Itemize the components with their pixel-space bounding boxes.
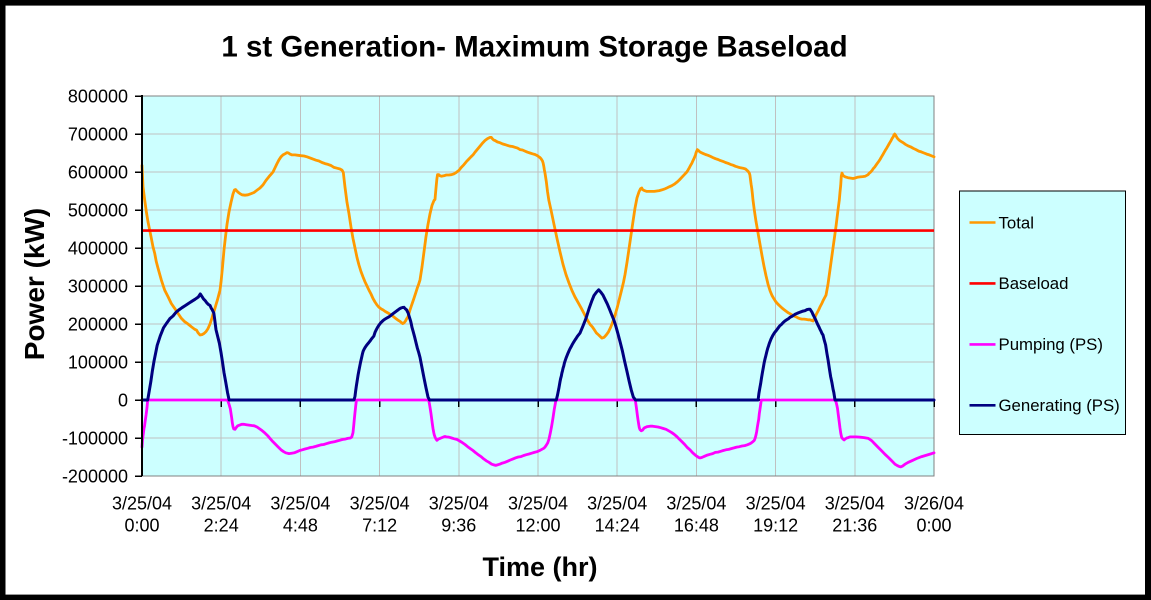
svg-text:12:00: 12:00 xyxy=(515,516,560,536)
svg-text:3/25/04: 3/25/04 xyxy=(825,494,885,514)
svg-text:3/25/04: 3/25/04 xyxy=(587,494,647,514)
svg-text:9:36: 9:36 xyxy=(441,516,476,536)
svg-text:300000: 300000 xyxy=(68,277,128,297)
svg-text:Power (kW): Power (kW) xyxy=(19,208,50,360)
svg-text:3/25/04: 3/25/04 xyxy=(508,494,568,514)
svg-text:Time (hr): Time (hr) xyxy=(482,552,597,582)
svg-text:100000: 100000 xyxy=(68,353,128,373)
svg-text:400000: 400000 xyxy=(68,239,128,259)
svg-text:16:48: 16:48 xyxy=(674,516,719,536)
svg-text:3/25/04: 3/25/04 xyxy=(112,494,172,514)
svg-text:3/25/04: 3/25/04 xyxy=(191,494,251,514)
svg-text:3/25/04: 3/25/04 xyxy=(270,494,330,514)
svg-text:21:36: 21:36 xyxy=(832,516,877,536)
svg-text:3/25/04: 3/25/04 xyxy=(746,494,806,514)
svg-text:14:24: 14:24 xyxy=(595,516,640,536)
svg-text:0:00: 0:00 xyxy=(124,516,159,536)
svg-text:800000: 800000 xyxy=(68,87,128,107)
svg-text:3/25/04: 3/25/04 xyxy=(350,494,410,514)
svg-text:3/25/04: 3/25/04 xyxy=(666,494,726,514)
svg-text:0: 0 xyxy=(118,391,128,411)
svg-text:600000: 600000 xyxy=(68,163,128,183)
svg-text:Total: Total xyxy=(999,213,1034,232)
svg-text:-100000: -100000 xyxy=(62,429,128,449)
svg-text:200000: 200000 xyxy=(68,315,128,335)
svg-text:700000: 700000 xyxy=(68,125,128,145)
svg-text:Pumping (PS): Pumping (PS) xyxy=(999,335,1103,354)
svg-text:2:24: 2:24 xyxy=(204,516,239,536)
svg-text:500000: 500000 xyxy=(68,201,128,221)
svg-text:4:48: 4:48 xyxy=(283,516,318,536)
svg-text:7:12: 7:12 xyxy=(362,516,397,536)
svg-text:-200000: -200000 xyxy=(62,467,128,487)
svg-text:3/26/04: 3/26/04 xyxy=(904,494,964,514)
svg-text:Generating (PS): Generating (PS) xyxy=(999,396,1120,415)
svg-text:1 st Generation- Maximum Stora: 1 st Generation- Maximum Storage Baseloa… xyxy=(221,31,847,64)
svg-text:3/25/04: 3/25/04 xyxy=(429,494,489,514)
svg-text:0:00: 0:00 xyxy=(916,516,951,536)
svg-text:19:12: 19:12 xyxy=(753,516,798,536)
svg-text:Baseload: Baseload xyxy=(999,274,1069,293)
